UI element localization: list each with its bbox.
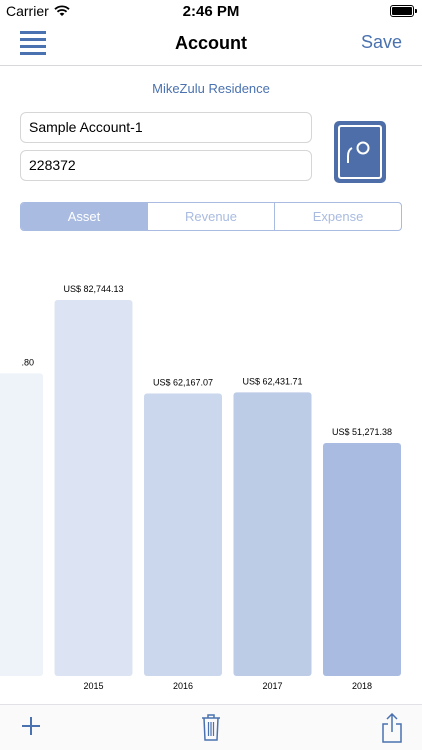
carrier-group: Carrier: [6, 3, 70, 19]
chart-category-label: 2018: [352, 681, 372, 691]
asset-bar-chart[interactable]: .80 US$ 82,744.13 2015 US$ 62,167.07 2016 US$…: [0, 232, 422, 697]
chart-bar[interactable]: [0, 373, 43, 676]
chart-category-label: 2017: [262, 681, 282, 691]
navigation-bar: Account Save: [0, 24, 422, 66]
chart-bar[interactable]: [144, 393, 222, 676]
residence-label: MikeZulu Residence: [152, 81, 270, 96]
chart-value-label: US$ 62,431.71: [242, 376, 302, 386]
segment-expense[interactable]: Expense: [312, 209, 364, 224]
chart-value-label: US$ 82,744.13: [63, 284, 123, 294]
chart-bar[interactable]: [323, 443, 401, 676]
trash-icon[interactable]: [201, 713, 221, 741]
hamburger-menu-icon[interactable]: [20, 31, 46, 55]
battery-icon: [390, 5, 417, 17]
safe-icon[interactable]: [334, 121, 386, 183]
chart-value-label: US$ 51,271.38: [332, 427, 392, 437]
chart-category-label: 2015: [83, 681, 103, 691]
save-button[interactable]: Save: [360, 32, 402, 52]
chart-bar[interactable]: [54, 300, 133, 676]
chart-category-label: 2016: [173, 681, 193, 691]
account-number-field[interactable]: 228372: [20, 150, 312, 181]
status-bar: Carrier 2:46 PM: [0, 0, 422, 24]
chart-value-label: .80: [21, 357, 34, 367]
status-time: 2:46 PM: [182, 3, 240, 20]
account-name-field[interactable]: Sample Account-1: [20, 112, 312, 143]
wifi-icon: [54, 5, 70, 16]
carrier-label: Carrier: [6, 3, 49, 19]
segment-revenue[interactable]: Revenue: [148, 203, 275, 230]
category-segmented-control: Asset Revenue Expense: [20, 202, 402, 231]
chart-bar[interactable]: [233, 392, 312, 676]
share-icon[interactable]: [381, 713, 403, 743]
page-title: Account: [175, 33, 247, 53]
chart-value-label: US$ 62,167.07: [153, 378, 213, 388]
segment-asset[interactable]: Asset: [21, 203, 148, 230]
plus-icon[interactable]: [20, 713, 42, 739]
bottom-toolbar: [0, 704, 422, 750]
